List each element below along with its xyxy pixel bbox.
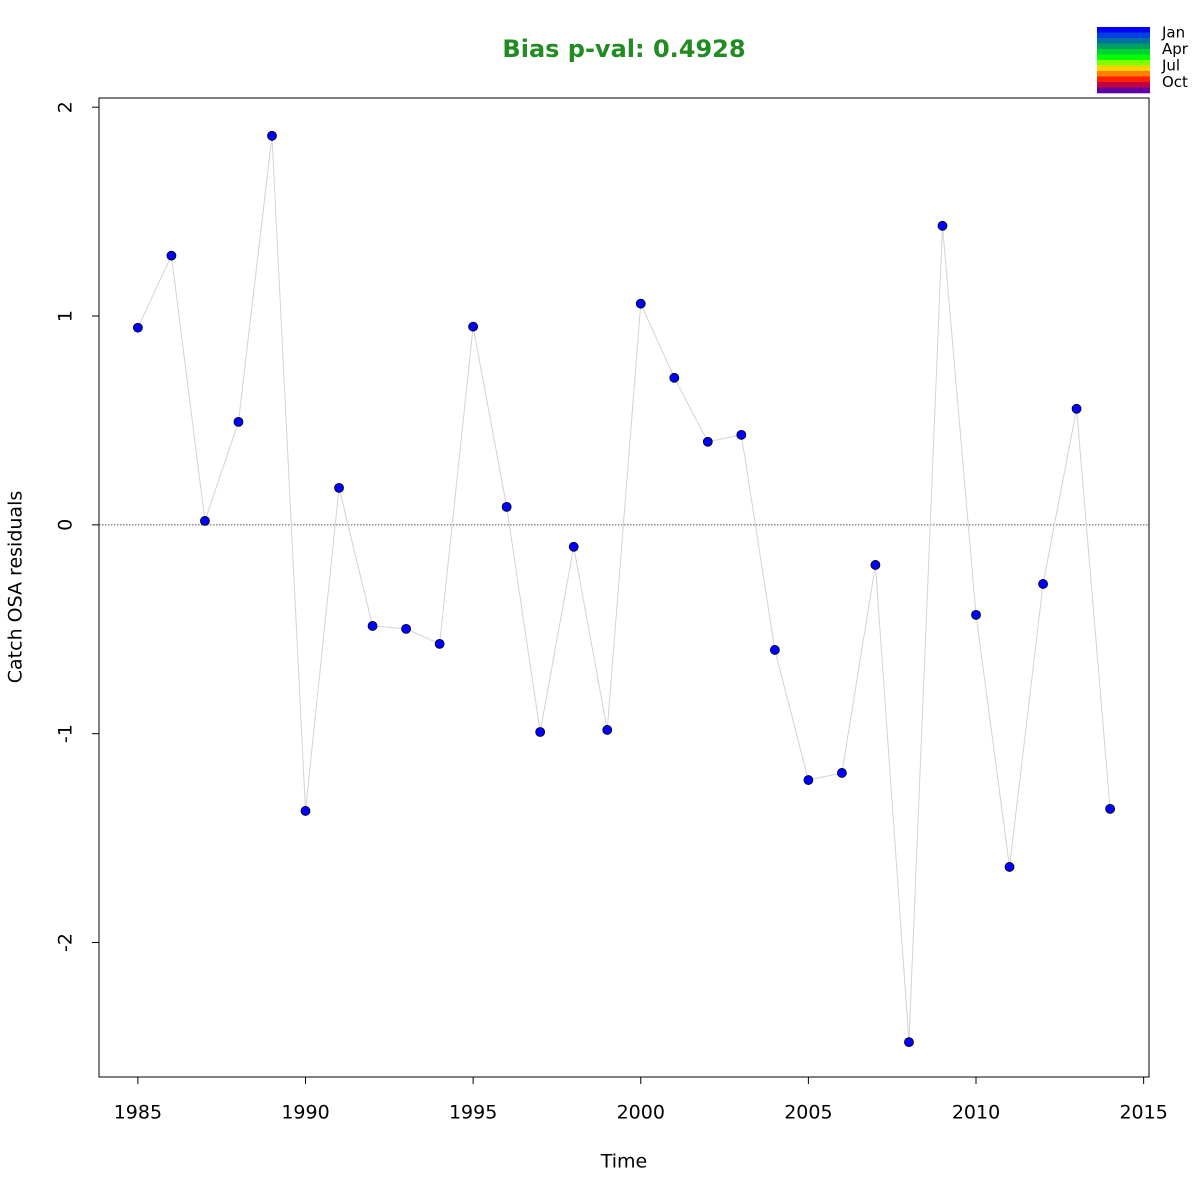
point [803, 775, 814, 785]
color-key-band [1097, 38, 1150, 44]
point [837, 768, 847, 778]
y-tick-label: -2 [55, 933, 77, 952]
color-key-band [1097, 27, 1150, 33]
point [200, 515, 210, 526]
color-key-band [1097, 71, 1150, 77]
point [1071, 403, 1082, 414]
y-axis-title: Catch OSA residuals [5, 491, 27, 683]
point [904, 1037, 914, 1048]
color-key-band [1097, 65, 1150, 72]
x-axis-title: Time [600, 1151, 648, 1173]
x-tick-label: 1985 [114, 1102, 162, 1124]
point [434, 638, 445, 649]
color-key-label: Oct [1162, 73, 1188, 91]
point [300, 806, 311, 816]
point [702, 436, 713, 447]
point [602, 725, 613, 735]
y-tick-label: 0 [55, 519, 77, 531]
series-line [137, 135, 1111, 1043]
x-tick-label: 2010 [952, 1102, 1000, 1124]
x-tick-label: 1990 [281, 1102, 329, 1124]
point [132, 322, 143, 333]
color-key-label: Jul [1161, 56, 1180, 74]
x-tick-label: 2015 [1119, 1102, 1167, 1124]
point [334, 482, 344, 493]
point [166, 250, 177, 261]
y-tick-label: 2 [55, 101, 77, 113]
x-tick-label: 2005 [784, 1102, 832, 1124]
x-tick-label: 2000 [617, 1102, 665, 1124]
y-tick-label: -1 [55, 724, 77, 743]
color-key-band [1097, 60, 1150, 66]
x-tick-label: 1995 [449, 1102, 497, 1124]
chart-title: Bias p-val: 0.4928 [502, 35, 745, 63]
color-key-band [1097, 49, 1150, 55]
color-key-band [1097, 32, 1150, 39]
point [367, 621, 378, 631]
point [267, 130, 277, 141]
point [535, 727, 546, 737]
point [971, 609, 981, 620]
point [468, 321, 479, 332]
point [233, 416, 244, 427]
point [769, 645, 780, 655]
point [937, 220, 948, 231]
color-key-label: Jan [1161, 23, 1185, 41]
point [1004, 862, 1015, 872]
point [635, 298, 646, 309]
point [870, 560, 881, 570]
y-tick-label: 1 [55, 310, 77, 322]
point [669, 372, 680, 383]
plot-frame [98, 97, 1150, 1078]
color-key-band [1097, 87, 1150, 94]
point [401, 623, 411, 634]
point [1105, 803, 1116, 814]
point [1038, 579, 1048, 589]
color-key-band [1097, 82, 1150, 88]
color-key-band [1097, 43, 1150, 50]
color-key-band [1097, 54, 1150, 61]
point [736, 429, 747, 440]
color-key-label: Apr [1162, 40, 1189, 58]
point [501, 501, 512, 512]
color-key-band [1097, 76, 1150, 83]
point [568, 541, 579, 552]
